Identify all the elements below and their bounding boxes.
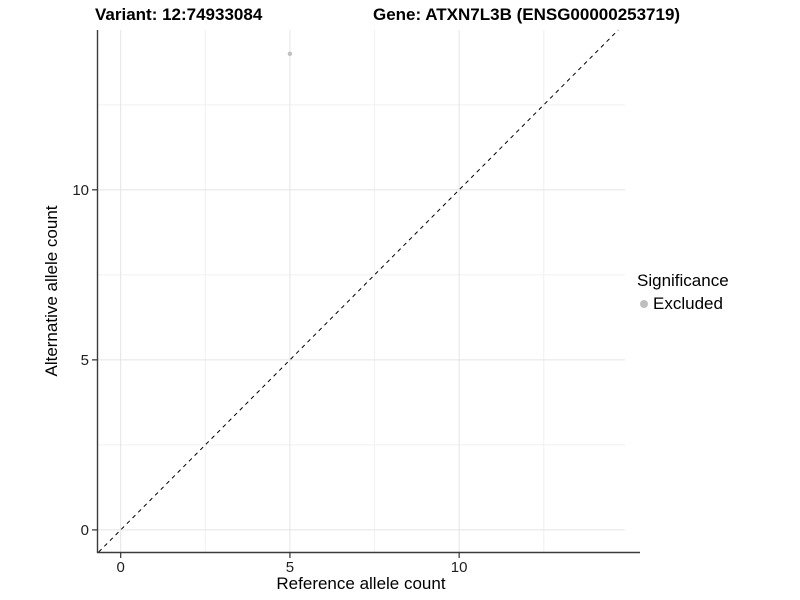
y-tick-label: 0	[81, 522, 89, 539]
identity-line	[98, 29, 619, 553]
excluded-point-icon	[640, 300, 648, 308]
data-point	[287, 51, 293, 57]
legend-title: Significance	[637, 271, 729, 290]
plot-title-gene: Gene: ATXN7L3B (ENSG00000253719)	[373, 5, 681, 24]
x-tick-label: 0	[117, 559, 125, 576]
y-tick-label: 5	[81, 352, 89, 369]
legend-item-label: Excluded	[653, 294, 723, 313]
y-tick-label: 10	[72, 182, 89, 199]
legend: Significance Excluded	[637, 271, 729, 314]
legend-item-excluded: Excluded	[637, 294, 729, 314]
x-tick-label: 10	[451, 559, 468, 576]
y-axis-title: Alternative allele count	[42, 205, 61, 377]
plot-title-variant: Variant: 12:74933084	[95, 5, 263, 24]
x-tick-label: 5	[286, 559, 294, 576]
x-axis-title: Reference allele count	[276, 574, 446, 593]
